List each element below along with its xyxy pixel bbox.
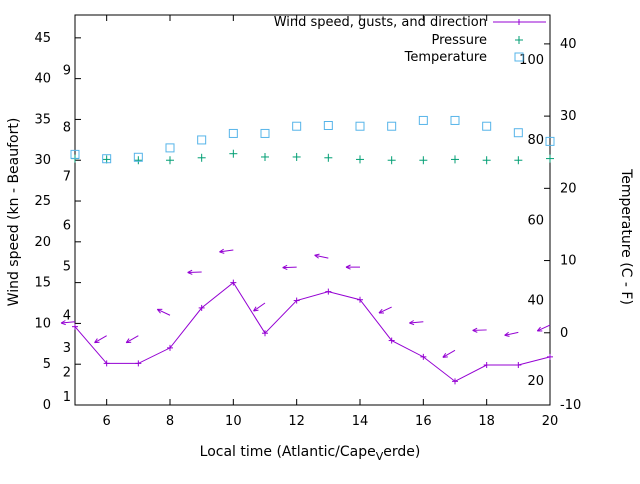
y-left-tick-label: 25 bbox=[34, 194, 51, 209]
beaufort-label: 3 bbox=[63, 341, 71, 356]
series-wind-speed bbox=[72, 280, 553, 385]
x-tick-label: 10 bbox=[225, 414, 242, 429]
x-tick-label: 12 bbox=[288, 414, 305, 429]
y-right-axis-label: Temperature (C - F) bbox=[618, 168, 634, 305]
y-left-tick-label: 10 bbox=[34, 316, 51, 331]
beaufort-label: 7 bbox=[63, 170, 71, 185]
y-left-tick-label: 30 bbox=[34, 153, 51, 168]
series-pressure bbox=[71, 150, 554, 165]
legend-item-pressure: Pressure bbox=[431, 33, 487, 48]
beaufort-label: 9 bbox=[63, 63, 71, 78]
beaufort-label: 5 bbox=[63, 259, 71, 274]
y-left-tick-label: 20 bbox=[34, 235, 51, 250]
legend-item-wind: Wind speed, gusts, and direction bbox=[274, 15, 487, 30]
y-right-tick-label: 20 bbox=[560, 181, 577, 196]
beaufort-label: 6 bbox=[63, 219, 71, 234]
y-left-tick-label: 0 bbox=[43, 398, 51, 413]
y-left-tick-label: 45 bbox=[34, 31, 51, 46]
x-tick-label: 20 bbox=[542, 414, 559, 429]
x-tick-label: 14 bbox=[352, 414, 369, 429]
beaufort-label: 1 bbox=[63, 390, 71, 405]
y-left-axis-label: Wind speed (kn - Beaufort) bbox=[6, 118, 22, 307]
x-tick-label: 6 bbox=[103, 414, 111, 429]
x-tick-label: 8 bbox=[166, 414, 174, 429]
y-left-tick-label: 5 bbox=[43, 357, 51, 372]
x-axis-label-prefix: Local time (Atlantic/Cape bbox=[200, 444, 376, 460]
x-axis-label-suffix: erde) bbox=[383, 444, 420, 460]
series-wind-gust-arrows bbox=[61, 249, 550, 357]
plot-border bbox=[75, 15, 550, 405]
x-tick-label: 18 bbox=[478, 414, 495, 429]
beaufort-label: 8 bbox=[63, 121, 71, 136]
legend: Wind speed, gusts, and direction Pressure… bbox=[274, 15, 546, 65]
y-right-tick-label: 40 bbox=[560, 37, 577, 52]
fahrenheit-label: 20 bbox=[527, 374, 544, 389]
y-left-tick-label: 35 bbox=[34, 112, 51, 127]
legend-item-temperature: Temperature bbox=[404, 50, 487, 65]
x-tick-label: 16 bbox=[415, 414, 432, 429]
fahrenheit-label: 40 bbox=[527, 294, 544, 309]
x-axis-label: Local time (Atlantic/CapeVerde) bbox=[200, 444, 421, 463]
y-left-tick-label: 15 bbox=[34, 276, 51, 291]
y-right-tick-label: 10 bbox=[560, 254, 577, 269]
fahrenheit-label: 60 bbox=[527, 213, 544, 228]
y-right-tick-label: 0 bbox=[560, 326, 568, 341]
fahrenheit-label: 80 bbox=[527, 133, 544, 148]
y-left-tick-label: 40 bbox=[34, 72, 51, 87]
y-right-tick-label: 30 bbox=[560, 109, 577, 124]
beaufort-label: 2 bbox=[63, 365, 71, 380]
x-axis-ticks: 6 8 10 12 14 16 18 20 bbox=[103, 15, 559, 429]
series-temperature bbox=[71, 116, 554, 162]
y-right-tick-label: -10 bbox=[560, 398, 581, 413]
